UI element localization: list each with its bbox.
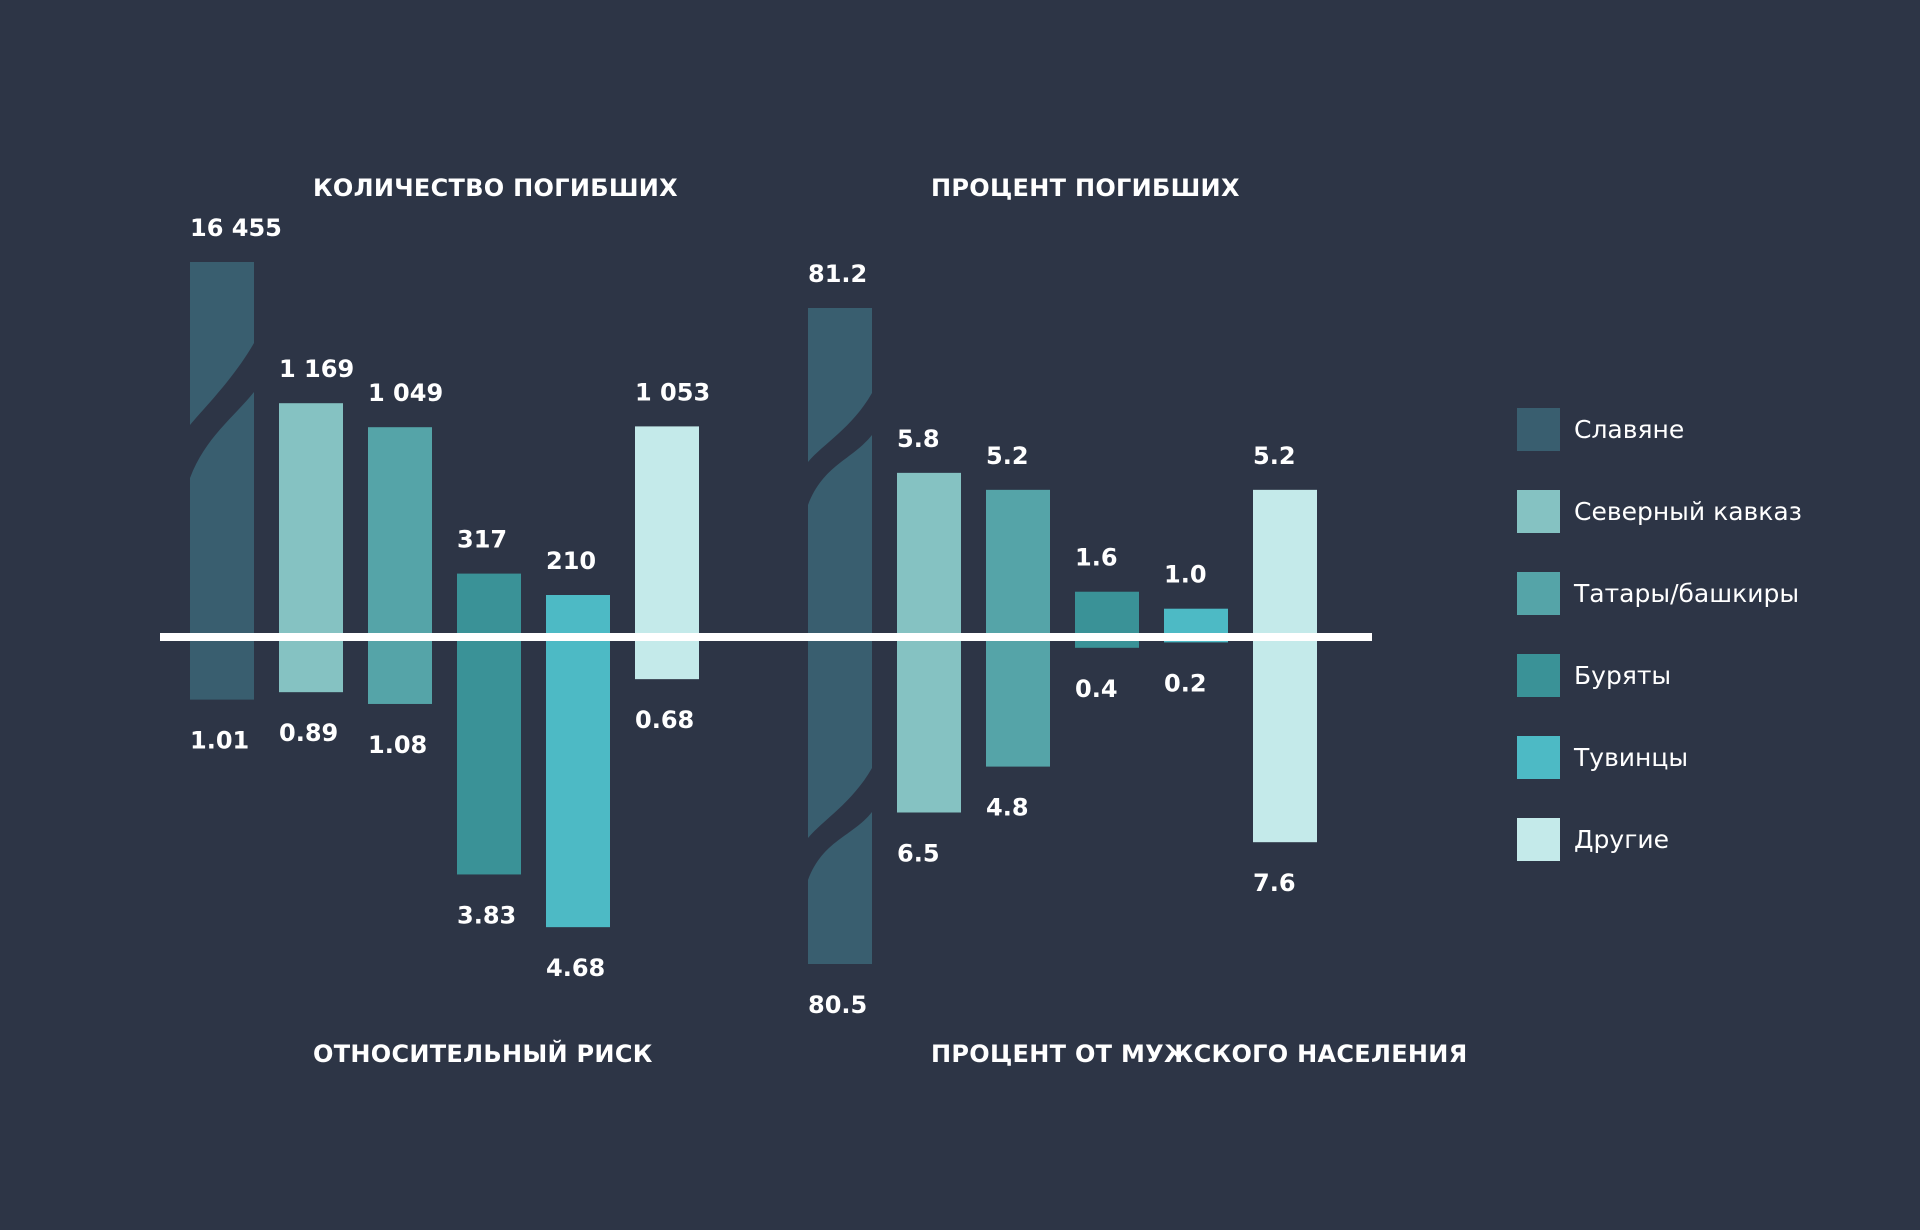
bar-bottom-1-3 (1075, 637, 1139, 648)
label-top-0-5: 1 053 (635, 378, 710, 406)
bar-top-1-2 (986, 489, 1050, 637)
bar-bottom-1-0-upper (808, 637, 872, 838)
label-top-0-0: 16 455 (190, 214, 282, 242)
label-bottom-1-0: 80.5 (808, 991, 867, 1019)
bar-bottom-0-4 (546, 637, 610, 928)
title-relative-risk: ОТНОСИТЕЛЬНЫЙ РИСК (313, 1039, 653, 1068)
legend-label-3: Буряты (1574, 661, 1671, 690)
label-top-1-3: 1.6 (1075, 544, 1118, 572)
legend-label-0: Славяне (1574, 415, 1684, 444)
bar-bottom-0-0 (190, 637, 254, 700)
label-bottom-0-5: 0.68 (635, 706, 694, 734)
bar-top-1-4 (1164, 608, 1228, 637)
label-top-1-2: 5.2 (986, 442, 1029, 470)
bar-bottom-0-2 (368, 637, 432, 704)
label-bottom-1-2: 4.8 (986, 794, 1029, 822)
legend-swatch-5 (1517, 818, 1560, 861)
label-top-1-1: 5.8 (897, 425, 940, 453)
bar-top-0-5 (635, 426, 699, 637)
bar-bottom-0-1 (279, 637, 343, 693)
bar-top-0-1 (279, 403, 343, 637)
bar-bottom-0-5 (635, 637, 699, 680)
legend-swatch-1 (1517, 490, 1560, 533)
bar-top-1-0-lower (808, 435, 872, 637)
bar-top-1-5 (1253, 489, 1317, 637)
label-bottom-0-3: 3.83 (457, 901, 516, 929)
bar-top-0-4 (546, 595, 610, 637)
legend-label-5: Другие (1574, 825, 1669, 854)
bars-layer (190, 262, 1317, 964)
bar-top-0-2 (368, 427, 432, 637)
label-bottom-1-5: 7.6 (1253, 869, 1296, 897)
bar-bottom-1-5 (1253, 637, 1317, 843)
label-bottom-0-1: 0.89 (279, 719, 338, 747)
label-bottom-1-3: 0.4 (1075, 675, 1118, 703)
bar-bottom-1-1 (897, 637, 961, 813)
title-deaths-percent: ПРОЦЕНТ ПОГИБШИХ (931, 174, 1240, 202)
bar-top-1-1 (897, 472, 961, 637)
value-labels-layer: 16 455 1.01 1 169 0.89 1 049 1.08 317 3.83 210 4.… (190, 214, 1296, 1019)
bar-bottom-1-2 (986, 637, 1050, 767)
label-top-1-5: 5.2 (1253, 442, 1296, 470)
label-top-1-0: 81.2 (808, 260, 867, 288)
legend: Славяне Северный кавказ Татары/башкиры Буря… (1517, 408, 1802, 861)
title-male-population-percent: ПРОЦЕНТ ОТ МУЖСКОГО НАСЕЛЕНИЯ (931, 1040, 1467, 1068)
legend-label-1: Северный кавказ (1574, 497, 1802, 526)
legend-swatch-0 (1517, 408, 1560, 451)
bar-bottom-0-3 (457, 637, 521, 875)
legend-swatch-4 (1517, 736, 1560, 779)
bar-top-1-0-upper (808, 308, 872, 462)
legend-label-4: Тувинцы (1573, 743, 1688, 772)
label-top-0-1: 1 169 (279, 355, 354, 383)
label-top-1-4: 1.0 (1164, 561, 1207, 589)
zero-baseline (160, 633, 1372, 641)
label-bottom-1-4: 0.2 (1164, 669, 1207, 697)
bar-bottom-1-0-lower (808, 812, 872, 964)
label-bottom-0-0: 1.01 (190, 727, 249, 755)
bar-top-0-0-lower (190, 392, 254, 637)
label-top-0-2: 1 049 (368, 379, 443, 407)
legend-label-2: Татары/башкиры (1573, 579, 1799, 608)
label-bottom-0-4: 4.68 (546, 954, 605, 982)
bar-top-0-0-upper (190, 262, 254, 425)
title-deaths-count: КОЛИЧЕСТВО ПОГИБШИХ (313, 174, 678, 202)
label-top-0-4: 210 (546, 547, 596, 575)
bar-top-1-3 (1075, 591, 1139, 637)
label-top-0-3: 317 (457, 526, 507, 554)
legend-swatch-2 (1517, 572, 1560, 615)
bar-top-0-3 (457, 573, 521, 637)
legend-swatch-3 (1517, 654, 1560, 697)
label-bottom-0-2: 1.08 (368, 731, 427, 759)
label-bottom-1-1: 6.5 (897, 840, 940, 868)
